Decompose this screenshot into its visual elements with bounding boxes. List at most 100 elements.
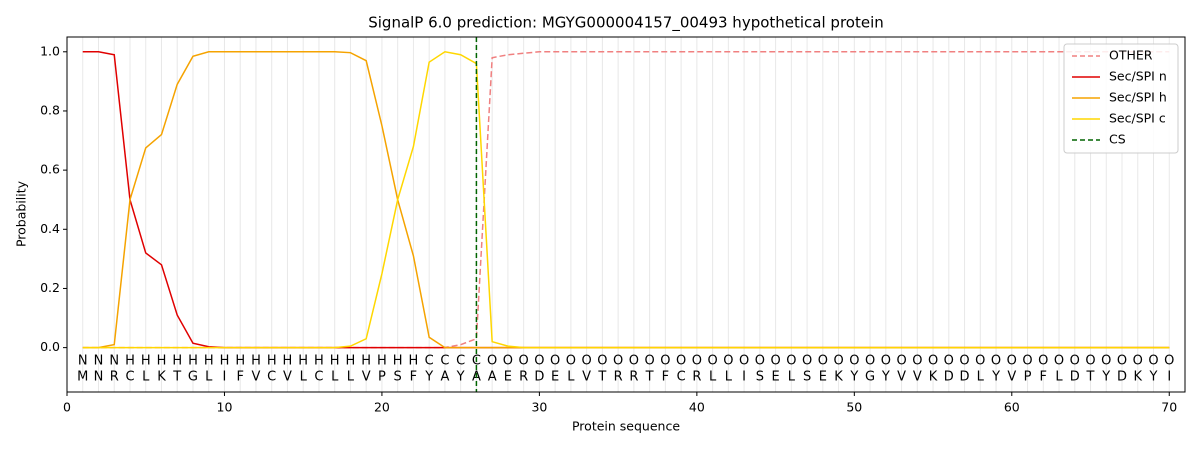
residue: L	[709, 370, 717, 385]
residue: V	[1007, 370, 1016, 385]
region-label: O	[802, 354, 812, 369]
residue: Y	[424, 370, 433, 385]
region-label: C	[425, 354, 434, 369]
region-label: H	[235, 354, 245, 369]
residue: N	[94, 370, 104, 385]
region-label: O	[629, 354, 639, 369]
residue: K	[834, 370, 843, 385]
residue: R	[629, 370, 638, 385]
region-label: O	[739, 354, 749, 369]
region-label: O	[645, 354, 655, 369]
x-tick-label: 40	[689, 400, 705, 415]
residue: K	[929, 370, 938, 385]
residue: T	[172, 370, 181, 385]
region-label: H	[204, 354, 214, 369]
series-line	[82, 51, 1170, 349]
residue: L	[300, 370, 308, 385]
residue: E	[504, 370, 512, 385]
region-label: O	[660, 354, 670, 369]
residue: V	[283, 370, 292, 385]
residue: V	[362, 370, 371, 385]
x-tick-label: 50	[846, 400, 862, 415]
legend-label: Sec/SPI n	[1109, 69, 1167, 84]
region-label: O	[975, 354, 985, 369]
region-label: O	[959, 354, 969, 369]
region-label: H	[267, 354, 277, 369]
region-label: N	[94, 354, 104, 369]
residue: V	[252, 370, 261, 385]
region-label: O	[1070, 354, 1080, 369]
residue: E	[771, 370, 779, 385]
region-label: H	[314, 354, 324, 369]
legend-label: Sec/SPI h	[1109, 90, 1167, 105]
region-label: H	[125, 354, 135, 369]
residue: D	[960, 370, 970, 385]
region-label: O	[849, 354, 859, 369]
region-label: O	[865, 354, 875, 369]
y-tick-label: 1.0	[40, 43, 60, 58]
region-label: O	[723, 354, 733, 369]
residue: P	[1024, 370, 1032, 385]
residue: E	[551, 370, 559, 385]
region-label: O	[1038, 354, 1048, 369]
region-label: N	[78, 354, 88, 369]
region-label: O	[912, 354, 922, 369]
region-label: O	[991, 354, 1001, 369]
region-label: H	[393, 354, 403, 369]
region-label: C	[456, 354, 465, 369]
region-label: H	[141, 354, 151, 369]
series-line	[82, 50, 1170, 349]
region-label: H	[172, 354, 182, 369]
series-line	[82, 51, 1170, 349]
region-label: O	[613, 354, 623, 369]
region-label: O	[770, 354, 780, 369]
region-label: O	[1054, 354, 1064, 369]
residue: R	[614, 370, 623, 385]
region-label: O	[1117, 354, 1127, 369]
residue: I	[742, 370, 746, 385]
region-label: H	[377, 354, 387, 369]
region-label: O	[833, 354, 843, 369]
region-label: H	[220, 354, 230, 369]
residue: V	[897, 370, 906, 385]
x-tick-label: 30	[531, 400, 547, 415]
region-label: O	[786, 354, 796, 369]
residue: G	[865, 370, 875, 385]
region-label: O	[534, 354, 544, 369]
x-axis-label: Protein sequence	[572, 419, 680, 434]
residue: L	[567, 370, 575, 385]
region-label: O	[582, 354, 592, 369]
residue: A	[488, 370, 497, 385]
residue: P	[378, 370, 386, 385]
residue: D	[944, 370, 954, 385]
residue: T	[645, 370, 654, 385]
residue: S	[756, 370, 764, 385]
residue: V	[582, 370, 591, 385]
residue: Y	[881, 370, 890, 385]
region-label: H	[330, 354, 340, 369]
region-label: O	[1148, 354, 1158, 369]
region-label: O	[503, 354, 513, 369]
residue: K	[157, 370, 166, 385]
region-label: O	[566, 354, 576, 369]
region-label: O	[1085, 354, 1095, 369]
region-label: O	[676, 354, 686, 369]
region-label: H	[283, 354, 293, 369]
y-tick-label: 0.2	[40, 280, 60, 295]
region-label: O	[1022, 354, 1032, 369]
region-label: O	[550, 354, 560, 369]
region-label: O	[1164, 354, 1174, 369]
region-label: O	[487, 354, 497, 369]
residue: F	[236, 370, 243, 385]
region-label: H	[409, 354, 419, 369]
legend-label: OTHER	[1109, 48, 1153, 63]
region-label: O	[944, 354, 954, 369]
residue: A	[440, 370, 449, 385]
residue: T	[1086, 370, 1095, 385]
region-label: O	[755, 354, 765, 369]
y-axis-label: Probability	[14, 180, 29, 247]
residue: L	[788, 370, 796, 385]
residue: G	[188, 370, 198, 385]
y-tick-label: 0.6	[40, 162, 60, 177]
